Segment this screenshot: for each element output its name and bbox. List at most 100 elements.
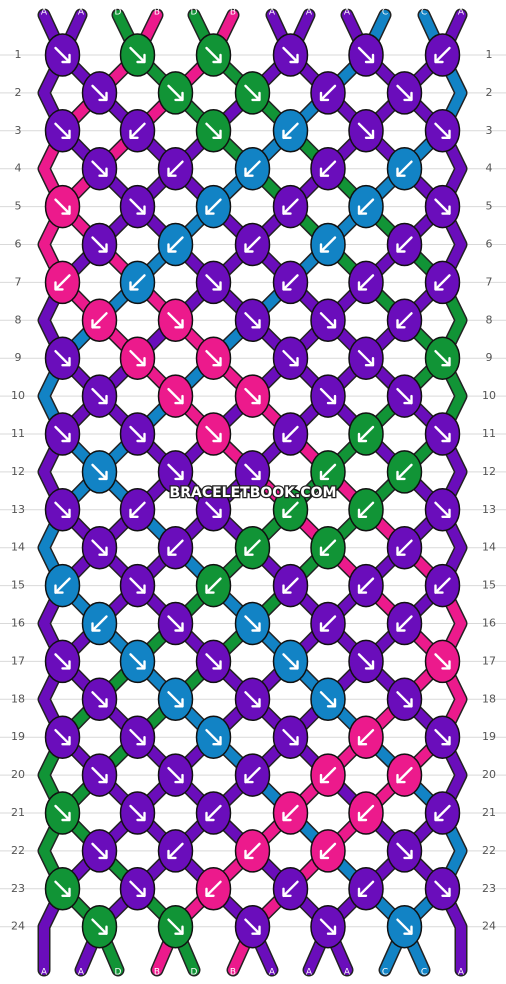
knot <box>119 867 156 911</box>
arrow-down-right-icon <box>129 729 146 746</box>
arrow-down-right-icon <box>205 350 222 367</box>
row-number-right: 4 <box>486 162 493 175</box>
knot <box>272 412 309 456</box>
knot <box>424 488 461 532</box>
arrow-down-right-icon <box>205 729 222 746</box>
row-number-left: 2 <box>15 86 22 99</box>
bottom-thread-label: D <box>115 968 122 978</box>
knot <box>272 260 309 305</box>
knot <box>272 639 309 684</box>
arrow-down-left-icon <box>319 84 337 102</box>
top-thread-label: C <box>421 8 427 18</box>
arrow-down-right-icon <box>434 729 451 746</box>
arrow-down-right-icon <box>282 46 299 64</box>
knot <box>234 829 271 873</box>
knot <box>234 525 271 570</box>
arrow-down-left-icon <box>244 160 261 177</box>
knot <box>119 412 156 456</box>
row-number-right: 15 <box>482 579 496 592</box>
arrow-down-right-icon <box>91 236 108 253</box>
knot <box>44 791 81 835</box>
arrow-down-left-icon <box>319 236 337 253</box>
arrow-down-left-icon <box>205 577 222 594</box>
knot <box>348 639 384 684</box>
arrow-down-right-icon <box>357 350 375 367</box>
arrow-down-left-icon <box>357 577 375 594</box>
knot <box>81 829 118 873</box>
knot <box>386 71 423 115</box>
row-number-right: 22 <box>482 844 496 857</box>
arrow-down-left-icon <box>282 501 299 518</box>
knot <box>310 222 346 267</box>
knot <box>234 677 271 722</box>
knot <box>348 867 384 911</box>
knot <box>310 904 346 949</box>
arrow-down-right-icon <box>91 539 108 556</box>
arrow-down-left-icon <box>396 236 413 253</box>
knot <box>234 450 271 494</box>
arrow-down-left-icon <box>282 804 299 822</box>
knot <box>310 298 346 343</box>
row-number-left: 7 <box>15 275 22 288</box>
knot <box>272 336 309 380</box>
row-number-right: 24 <box>482 920 496 933</box>
arrow-down-right-icon <box>167 387 184 405</box>
arrow-down-right-icon <box>54 350 71 367</box>
row-number-right: 14 <box>482 541 496 554</box>
knot <box>157 222 194 267</box>
arrow-down-right-icon <box>396 84 413 102</box>
arrow-down-left-icon <box>282 122 299 139</box>
knot <box>310 450 346 494</box>
row-number-right: 17 <box>482 654 496 667</box>
arrow-down-right-icon <box>282 729 299 746</box>
row-number-right: 3 <box>486 124 493 137</box>
arrow-down-right-icon <box>167 463 184 481</box>
knot <box>44 639 81 684</box>
top-thread-label: A <box>41 8 48 18</box>
arrow-down-left-icon <box>319 463 337 481</box>
bottom-thread-label: A <box>306 968 313 978</box>
arrow-down-left-icon <box>244 766 261 784</box>
knot <box>234 71 271 115</box>
arrow-down-right-icon <box>357 653 375 670</box>
knot <box>119 639 156 684</box>
knot <box>272 109 309 153</box>
bottom-thread-label: C <box>382 968 388 978</box>
watermark-text: BRACELETBOOK.COM <box>170 485 337 501</box>
row-number-right: 20 <box>482 768 496 781</box>
knot <box>157 450 194 494</box>
knot <box>44 488 81 532</box>
knot <box>234 146 271 191</box>
knot <box>157 525 194 570</box>
knot <box>195 488 232 532</box>
knot <box>195 109 232 153</box>
arrow-down-left-icon <box>54 274 71 291</box>
knot <box>157 904 194 949</box>
arrow-down-left-icon <box>91 312 108 329</box>
row-number-left: 10 <box>11 389 25 402</box>
knot <box>234 298 271 343</box>
row-number-left: 21 <box>11 806 25 819</box>
arrow-down-right-icon <box>434 425 451 443</box>
arrow-down-left-icon <box>167 236 184 253</box>
row-number-right: 7 <box>486 275 493 288</box>
arrow-down-left-icon <box>282 880 299 897</box>
knot <box>81 374 118 418</box>
knot <box>424 412 461 456</box>
arrow-down-left-icon <box>396 539 413 556</box>
top-thread-label: A <box>78 8 85 18</box>
knot <box>157 374 194 418</box>
knot <box>272 184 309 229</box>
arrow-down-left-icon <box>244 842 261 860</box>
knot <box>386 374 423 418</box>
row-number-right: 9 <box>486 351 493 364</box>
arrow-down-right-icon <box>54 501 71 518</box>
knot <box>272 563 309 608</box>
knot <box>424 184 461 229</box>
knot <box>81 677 118 722</box>
arrow-down-left-icon <box>357 425 375 443</box>
arrow-down-right-icon <box>244 918 261 935</box>
knot <box>119 260 156 305</box>
row-number-right: 12 <box>482 465 496 478</box>
knot <box>195 867 232 911</box>
